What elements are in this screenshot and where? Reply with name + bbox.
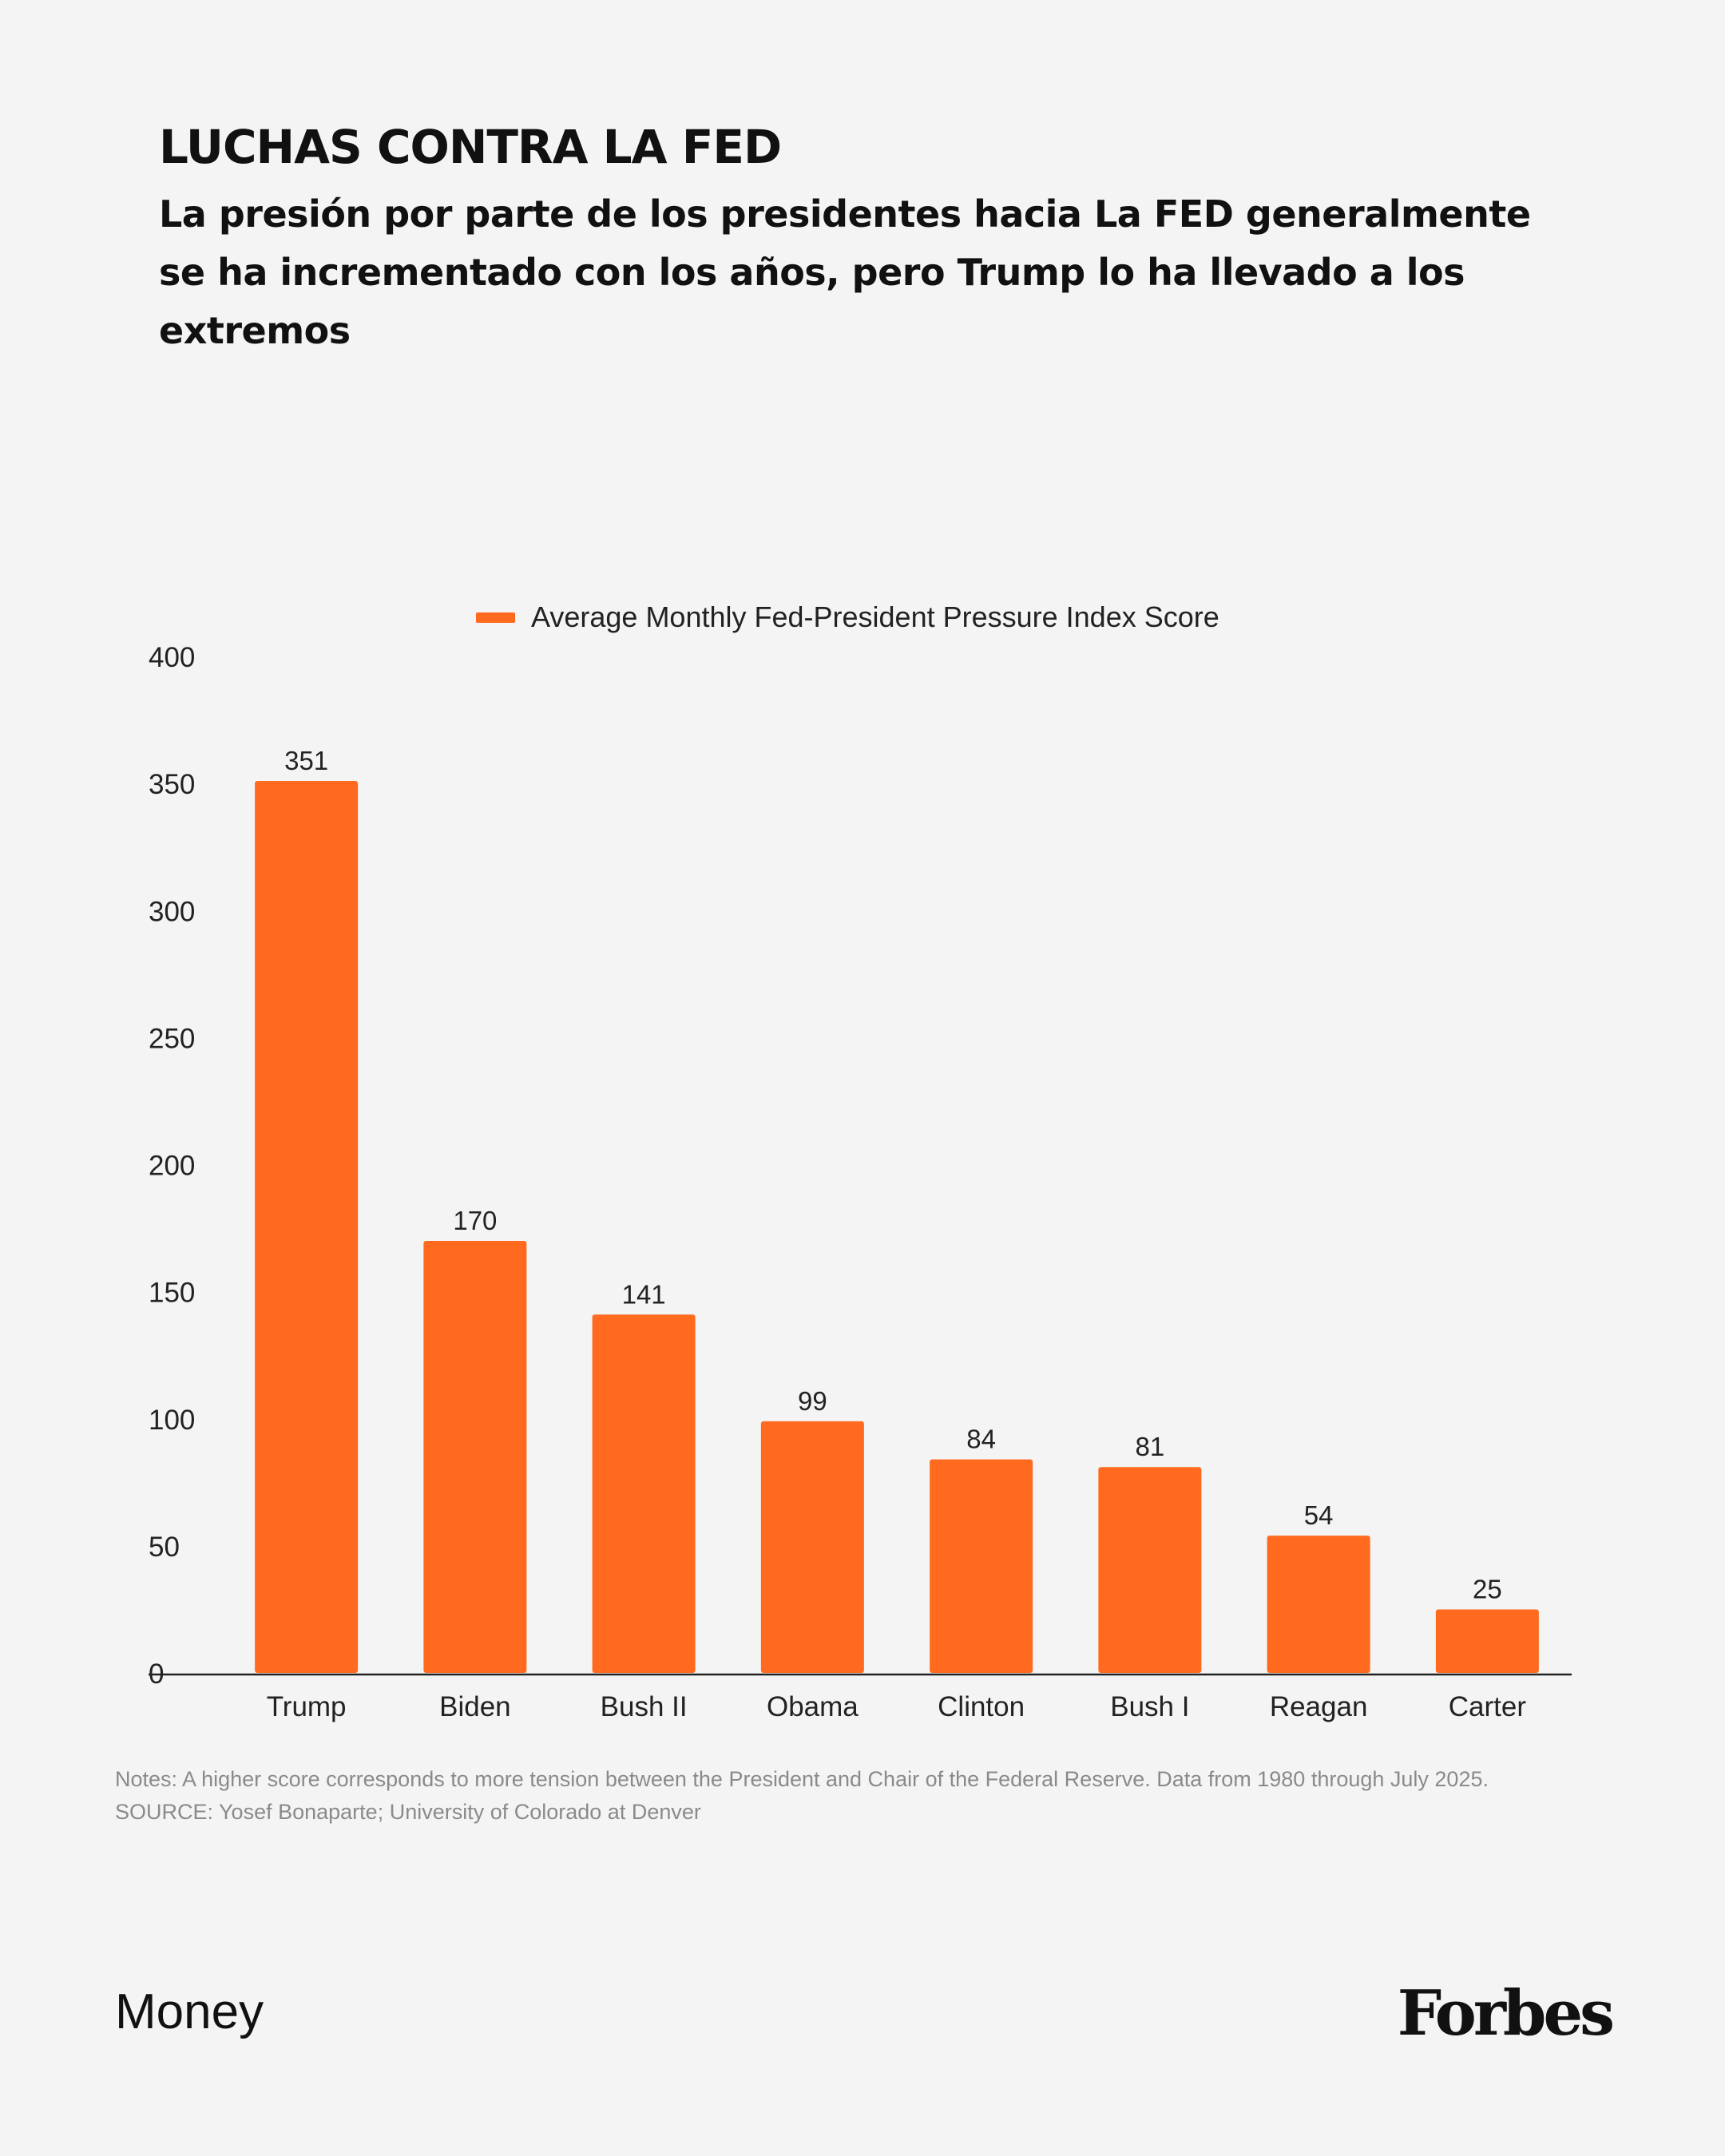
y-tick-label: 300 (149, 896, 195, 927)
bar (592, 1314, 696, 1673)
x-tick-label: Clinton (938, 1691, 1025, 1722)
y-tick-label: 100 (149, 1405, 195, 1436)
bar (930, 1459, 1033, 1673)
bar (1435, 1609, 1539, 1673)
data-label: 84 (966, 1425, 996, 1454)
x-tick-label: Reagan (1270, 1691, 1368, 1722)
bar (255, 780, 359, 1673)
chart-title: LUCHAS CONTRA LA FED (159, 120, 782, 174)
section-label: Money (115, 1984, 264, 2039)
data-label: 170 (453, 1206, 497, 1235)
x-tick-label: Carter (1449, 1691, 1527, 1722)
x-tick-label: Obama (767, 1691, 859, 1722)
y-tick-label: 200 (149, 1151, 195, 1182)
source-text: SOURCE: Yosef Bonaparte; University of C… (115, 1800, 701, 1824)
bar (760, 1421, 864, 1673)
data-label: 81 (1136, 1432, 1165, 1461)
x-tick-label: Bush II (601, 1691, 688, 1722)
legend-label: Average Monthly Fed-President Pressure I… (531, 600, 1219, 633)
chart-legend: Average Monthly Fed-President Pressure I… (476, 597, 1219, 637)
notes-text: Notes: A higher score corresponds to mor… (115, 1767, 1489, 1791)
bar (423, 1240, 527, 1673)
bar (1267, 1536, 1370, 1673)
legend-swatch (476, 612, 515, 623)
y-tick-label: 50 (149, 1532, 180, 1563)
data-label: 99 (798, 1386, 827, 1416)
x-tick-label: Trump (267, 1691, 347, 1722)
chart-subtitle: La presión por parte de los presidentes … (159, 192, 1531, 352)
x-tick-label: Biden (439, 1691, 511, 1722)
y-tick-label: 250 (149, 1023, 195, 1054)
chart-notes: Notes: A higher score corresponds to mor… (115, 1763, 1680, 1829)
bar (1098, 1467, 1202, 1673)
y-tick-label: 400 (149, 642, 195, 673)
data-label: 25 (1473, 1574, 1502, 1603)
y-tick-label: 350 (149, 769, 195, 800)
data-label: 351 (284, 746, 328, 775)
data-label: 54 (1304, 1500, 1334, 1530)
forbes-logo: Forbes (1397, 1977, 1615, 2050)
x-tick-label: Bush I (1110, 1691, 1189, 1722)
data-label: 141 (622, 1279, 666, 1309)
y-tick-label: 150 (149, 1278, 195, 1309)
